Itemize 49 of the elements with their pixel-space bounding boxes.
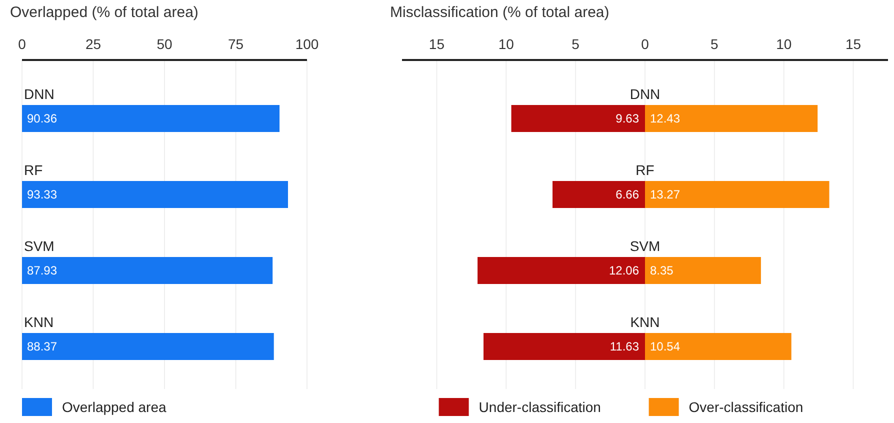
x-tick-label: 25 bbox=[85, 36, 102, 52]
data-label: 8.35 bbox=[650, 264, 674, 278]
data-label: 87.93 bbox=[27, 264, 58, 278]
bar bbox=[484, 333, 645, 360]
data-label: 12.06 bbox=[608, 264, 640, 278]
x-tick-label: 50 bbox=[156, 36, 172, 52]
y-tick-label: SVM bbox=[630, 238, 660, 254]
y-tick-label: KNN bbox=[630, 314, 660, 330]
y-tick-label: RF bbox=[636, 162, 654, 178]
bar bbox=[22, 257, 273, 284]
data-label: 10.54 bbox=[650, 340, 680, 354]
x-tick-label: 0 bbox=[641, 36, 650, 52]
data-label: 6.66 bbox=[616, 188, 640, 202]
bar bbox=[645, 105, 818, 132]
bar bbox=[511, 105, 645, 132]
y-tick-label: RF bbox=[24, 162, 43, 178]
chart-title: Overlapped (% of total area) bbox=[10, 4, 198, 21]
x-tick-label: 0 bbox=[18, 36, 26, 52]
y-tick-label: DNN bbox=[24, 86, 54, 102]
x-tick-label: 5 bbox=[572, 36, 580, 52]
data-label: 9.63 bbox=[616, 112, 640, 126]
data-label: 93.33 bbox=[27, 188, 58, 202]
y-tick-label: KNN bbox=[24, 314, 54, 330]
data-label: 11.63 bbox=[610, 340, 640, 354]
legend-label: Over-classification bbox=[688, 399, 804, 415]
bar bbox=[645, 181, 830, 208]
data-label: 88.37 bbox=[27, 340, 58, 354]
legend-label: Under-classification bbox=[478, 399, 601, 415]
y-tick-label: SVM bbox=[24, 238, 54, 254]
bar bbox=[22, 105, 280, 132]
x-tick-label: 5 bbox=[710, 36, 719, 52]
chart-title: Misclassification (% of total area) bbox=[390, 4, 610, 21]
data-label: 12.43 bbox=[650, 112, 680, 126]
bar bbox=[22, 333, 274, 360]
x-tick-label: 15 bbox=[845, 36, 862, 52]
bar bbox=[645, 333, 792, 360]
y-tick-label: DNN bbox=[630, 86, 660, 102]
x-tick-label: 10 bbox=[776, 36, 792, 52]
bar bbox=[478, 257, 645, 284]
data-label: 13.27 bbox=[650, 188, 680, 202]
data-label: 90.36 bbox=[27, 112, 58, 126]
x-tick-label: 15 bbox=[428, 36, 445, 52]
bar bbox=[22, 181, 288, 208]
bar bbox=[552, 181, 645, 208]
x-tick-label: 100 bbox=[295, 36, 319, 52]
bar bbox=[645, 257, 761, 284]
x-tick-label: 75 bbox=[228, 36, 244, 52]
x-tick-label: 10 bbox=[498, 36, 514, 52]
legend-label: Overlapped area bbox=[62, 399, 167, 415]
